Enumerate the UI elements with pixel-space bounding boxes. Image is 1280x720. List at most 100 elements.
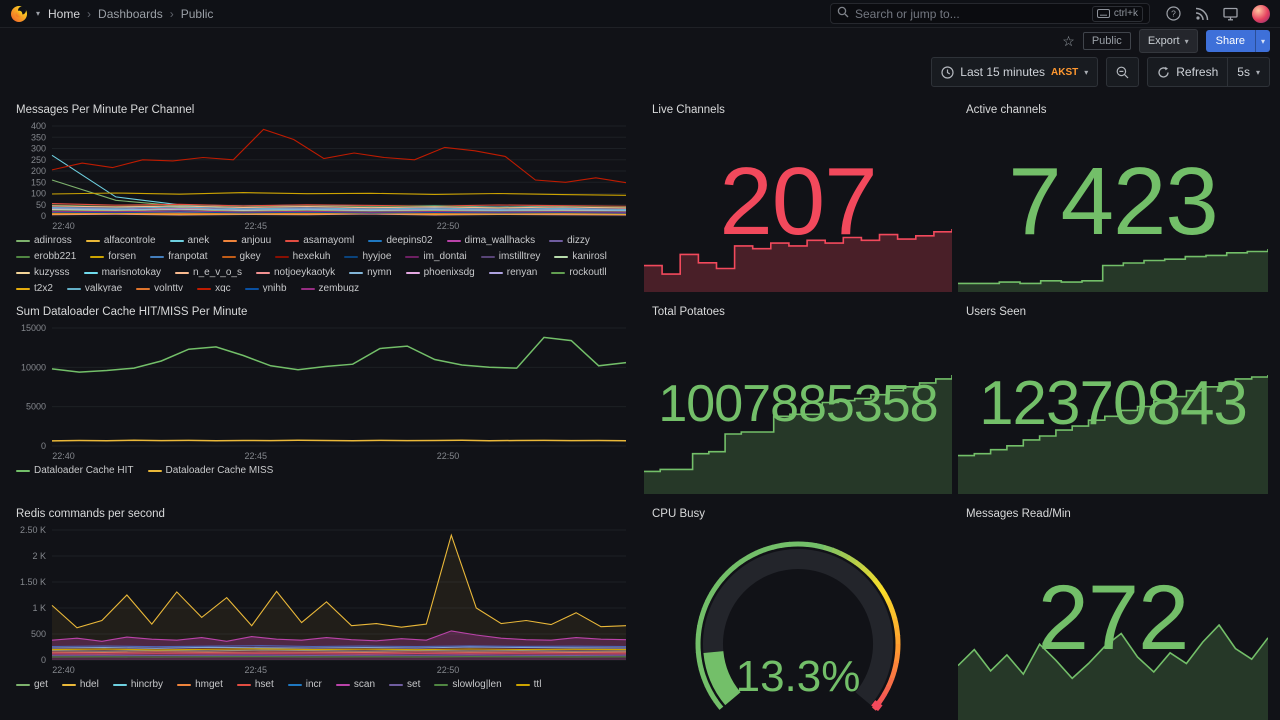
legend-item[interactable]: erobb221 bbox=[16, 251, 76, 263]
panel-title[interactable]: Messages Per Minute Per Channel bbox=[16, 104, 195, 116]
legend-label: notjoeykaotyk bbox=[273, 267, 336, 278]
legend-item[interactable]: ynihb bbox=[244, 283, 287, 292]
zoom-out-button[interactable] bbox=[1106, 57, 1140, 87]
panel-title[interactable]: CPU Busy bbox=[652, 508, 706, 520]
legend-item[interactable]: Dataloader Cache MISS bbox=[147, 465, 273, 477]
legend-item[interactable]: nymn bbox=[349, 267, 392, 279]
legend-item[interactable]: scan bbox=[335, 679, 375, 691]
legend-item[interactable]: hincrby bbox=[112, 679, 164, 691]
legend-item[interactable]: notjoeykaotyk bbox=[255, 267, 336, 279]
legend-item[interactable]: deepins02 bbox=[368, 235, 433, 247]
legend-label: im_dontai bbox=[423, 251, 467, 262]
legend-item[interactable]: dima_wallhacks bbox=[446, 235, 535, 247]
time-range-picker[interactable]: Last 15 minutes AKST ▾ bbox=[931, 57, 1099, 87]
help-icon[interactable]: ? bbox=[1166, 6, 1181, 21]
breadcrumb-home[interactable]: Home bbox=[48, 6, 81, 21]
legend-item[interactable]: asamayoml bbox=[285, 235, 354, 247]
legend-label: anjouu bbox=[241, 235, 272, 246]
legend-label: rockoutll bbox=[569, 267, 607, 278]
legend-item[interactable]: set bbox=[389, 679, 420, 691]
monitor-icon[interactable] bbox=[1223, 7, 1238, 21]
legend-item[interactable]: kuzysss bbox=[16, 267, 70, 279]
legend-item[interactable]: kanirosl bbox=[554, 251, 607, 263]
legend-label: n_e_v_o_s bbox=[193, 267, 242, 278]
rss-icon[interactable] bbox=[1195, 7, 1209, 21]
export-button[interactable]: Export ▾ bbox=[1138, 29, 1198, 53]
star-icon[interactable]: ☆ bbox=[1062, 33, 1075, 49]
legend-item[interactable]: rockoutll bbox=[551, 267, 607, 279]
legend-item[interactable]: phoenixsdg bbox=[405, 267, 475, 279]
legend-item[interactable]: xqc bbox=[197, 283, 231, 292]
legend-item[interactable]: im_dontai bbox=[405, 251, 467, 263]
panel-title[interactable]: Total Potatoes bbox=[652, 306, 725, 318]
panel-redis-commands: Redis commands per second 2.50 K 2 K 1.50 … bbox=[8, 500, 636, 696]
legend-swatch bbox=[61, 684, 76, 686]
cpu-gauge-arc bbox=[695, 541, 901, 712]
legend-item[interactable]: incr bbox=[287, 679, 322, 691]
refresh-button[interactable]: Refresh bbox=[1147, 57, 1229, 87]
svg-text:0: 0 bbox=[41, 441, 46, 451]
svg-text:2.50 K: 2.50 K bbox=[20, 525, 46, 535]
legend-item[interactable]: imstilltrey bbox=[480, 251, 540, 263]
breadcrumb-dashboards[interactable]: Dashboards bbox=[98, 6, 163, 21]
share-caret-button[interactable]: ▾ bbox=[1254, 30, 1270, 52]
svg-text:2 K: 2 K bbox=[32, 551, 46, 561]
live-channels-sparkline bbox=[644, 229, 952, 292]
legend-item[interactable]: dizzy bbox=[549, 235, 590, 247]
legend-label: slowlog|len bbox=[452, 679, 502, 690]
legend-item[interactable]: zembugz bbox=[300, 283, 359, 292]
legend-label: hdel bbox=[79, 679, 99, 690]
svg-text:1 K: 1 K bbox=[32, 603, 46, 613]
legend-item[interactable]: n_e_v_o_s bbox=[175, 267, 242, 279]
legend-item[interactable]: renyan bbox=[488, 267, 537, 279]
legend-item[interactable]: get bbox=[16, 679, 48, 691]
legend-item[interactable]: valkyrae bbox=[66, 283, 122, 292]
avatar[interactable] bbox=[1252, 4, 1270, 23]
breadcrumb-separator: › bbox=[169, 6, 174, 21]
legend-item[interactable]: gkey bbox=[221, 251, 261, 263]
refresh-interval-picker[interactable]: 5s ▾ bbox=[1228, 57, 1270, 87]
legend-item[interactable]: adinross bbox=[16, 235, 72, 247]
breadcrumb-public[interactable]: Public bbox=[180, 6, 214, 21]
panel-title[interactable]: Sum Dataloader Cache HIT/MISS Per Minute bbox=[16, 306, 248, 318]
panel-title[interactable]: Live Channels bbox=[652, 104, 725, 116]
legend-item[interactable]: volnttv bbox=[136, 283, 183, 292]
share-button[interactable]: Share ▾ bbox=[1205, 30, 1270, 52]
stat-value: 7423 bbox=[1008, 148, 1219, 255]
legend-item[interactable]: hyyjoe bbox=[344, 251, 391, 263]
legend-item[interactable]: franpotat bbox=[150, 251, 208, 263]
grafana-logo-icon[interactable] bbox=[10, 5, 28, 23]
search-input[interactable]: Search or jump to... ctrl+k bbox=[830, 3, 1150, 24]
legend-label: hincrby bbox=[130, 679, 164, 690]
panel-title[interactable]: Active channels bbox=[966, 104, 1047, 116]
legend-item[interactable]: hset bbox=[236, 679, 274, 691]
legend-item[interactable]: Dataloader Cache HIT bbox=[16, 465, 134, 477]
breadcrumb: Home › Dashboards › Public bbox=[48, 7, 213, 21]
svg-text:22:45: 22:45 bbox=[245, 665, 268, 675]
legend-item[interactable]: hexekuh bbox=[274, 251, 330, 263]
legend-item[interactable]: forsen bbox=[90, 251, 136, 263]
dataloader-line-chart[interactable]: 15000 10000 5000 0 22:40 22:45 22:50 bbox=[12, 322, 632, 462]
svg-text:5000: 5000 bbox=[26, 402, 46, 412]
legend-item[interactable]: t2x2 bbox=[16, 283, 53, 292]
refresh-icon bbox=[1158, 66, 1169, 78]
legend-item[interactable]: hmget bbox=[177, 679, 223, 691]
redis-line-chart[interactable]: 2.50 K 2 K 1.50 K 1 K 500 0 22:40 22:45 22:50 bbox=[12, 524, 632, 676]
legend-label: volnttv bbox=[154, 283, 184, 292]
chevron-down-icon[interactable]: ▾ bbox=[36, 9, 41, 18]
svg-text:22:45: 22:45 bbox=[245, 451, 268, 461]
panel-title[interactable]: Redis commands per second bbox=[16, 508, 165, 520]
legend-item[interactable]: slowlog|len bbox=[434, 679, 502, 691]
legend-swatch bbox=[85, 240, 100, 242]
legend-item[interactable]: ttl bbox=[515, 679, 541, 691]
legend-item[interactable]: hdel bbox=[61, 679, 99, 691]
panel-title[interactable]: Messages Read/Min bbox=[966, 508, 1071, 520]
legend-item[interactable]: alfacontrole bbox=[85, 235, 156, 247]
legend-item[interactable]: anjouu bbox=[223, 235, 271, 247]
panel-title[interactable]: Users Seen bbox=[966, 306, 1027, 318]
total-potatoes-sparkline bbox=[644, 375, 952, 494]
legend-item[interactable]: anek bbox=[169, 235, 209, 247]
legend-swatch bbox=[90, 256, 105, 258]
legend-item[interactable]: marisnotokay bbox=[83, 267, 161, 279]
